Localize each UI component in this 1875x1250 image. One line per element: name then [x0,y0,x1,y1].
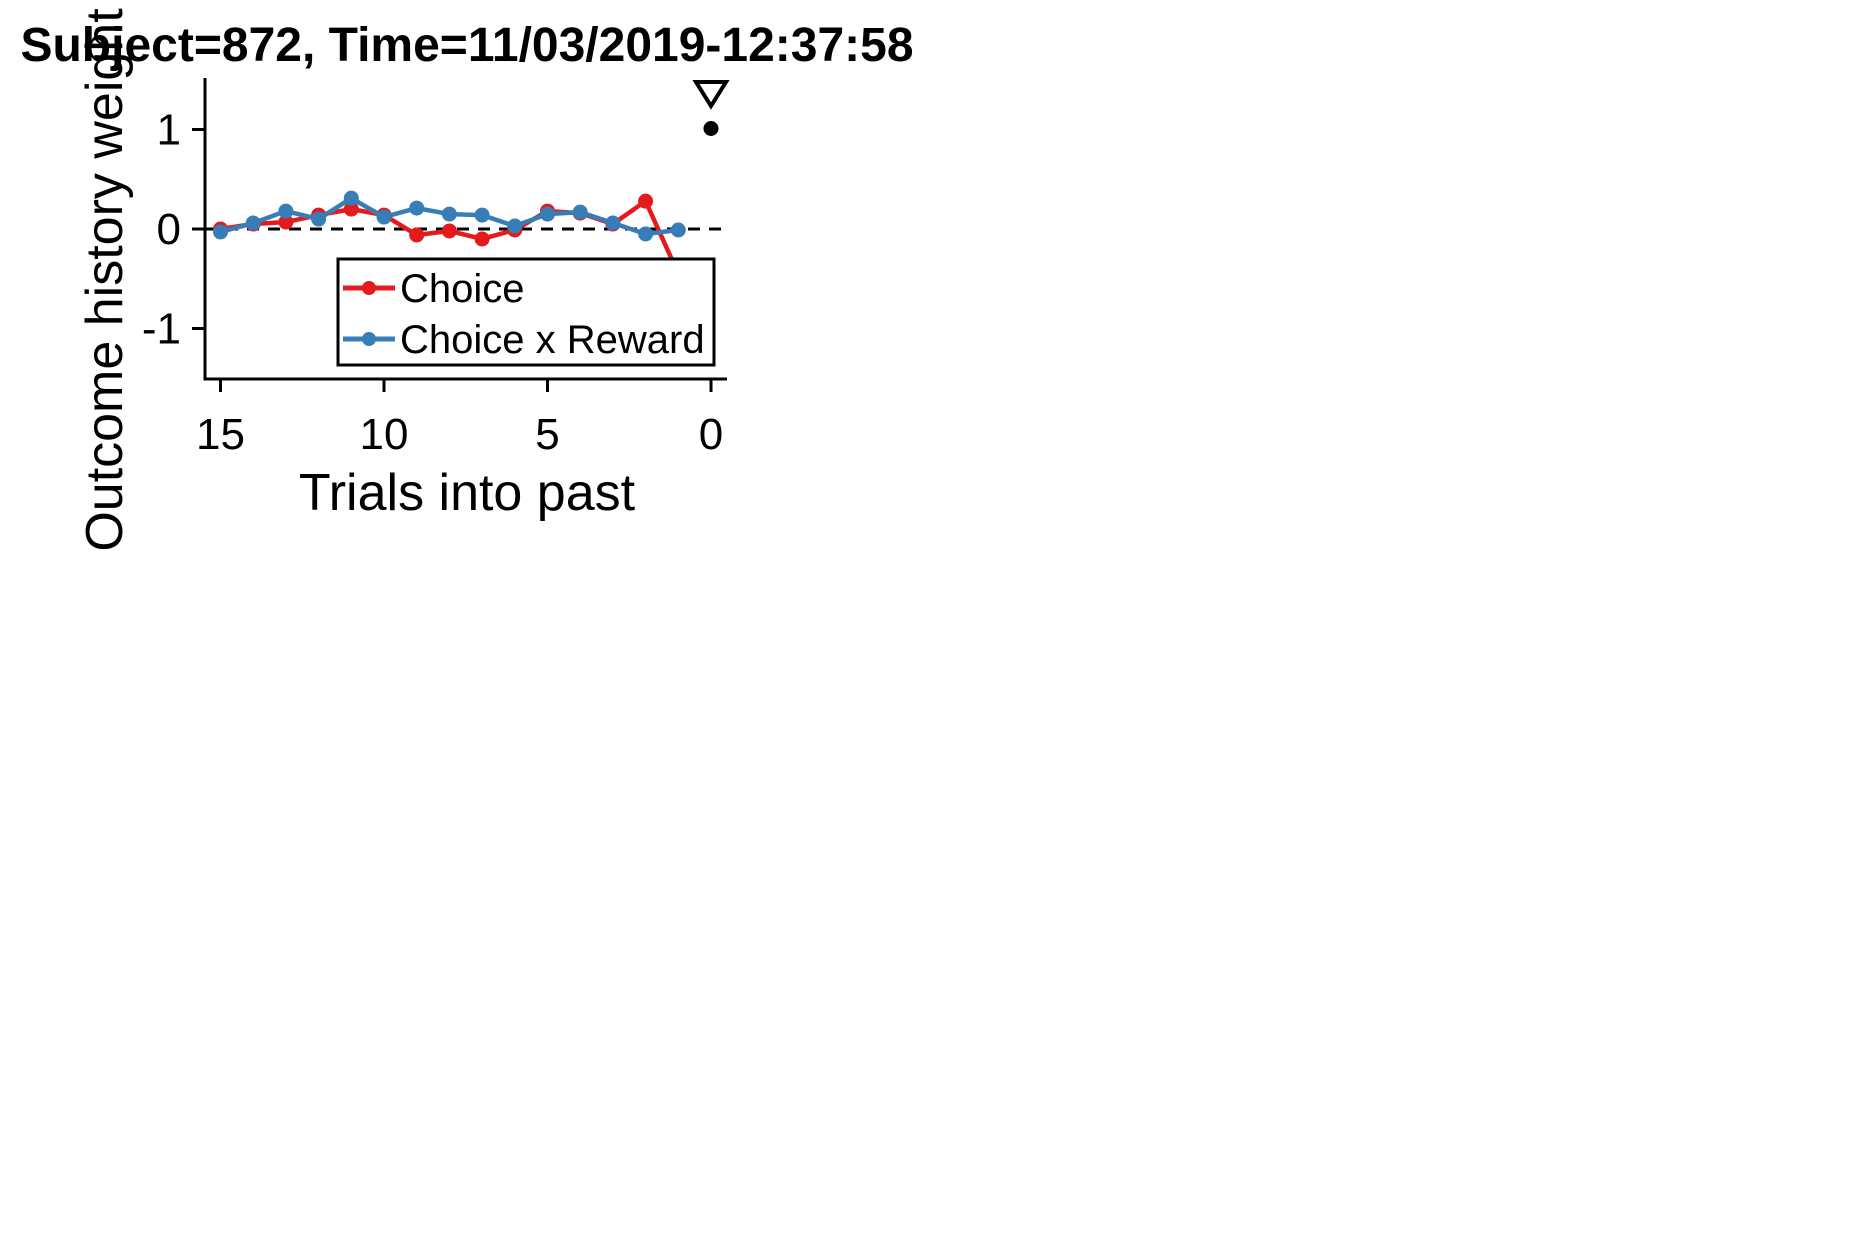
data-point-choice-x-reward [376,209,392,225]
chart-title: Subject=872, Time=11/03/2019-12:37:58 [20,19,913,72]
y-tick-label: 0 [157,205,181,254]
data-point-choice [441,223,457,239]
legend-box [336,257,716,367]
data-point-choice-x-reward [540,206,555,222]
x-tick-label: 5 [535,410,559,459]
data-point-choice [409,227,425,243]
y-axis-ticks: 1 0 -1 [142,106,205,354]
plot-area: 15 10 5 0 10-1 [142,78,730,459]
x-tick-label: 10 [360,410,409,459]
bias-point [703,121,719,137]
data-point-choice [278,214,294,230]
legend-choice-x-reward-marker [362,332,376,346]
x-tick-label: 15 [196,410,245,459]
data-point-choice-x-reward [311,211,327,227]
data-point-choice-x-reward [507,218,523,234]
x-tick-label: 0 [699,410,723,459]
data-point-choice-x-reward [572,204,588,220]
data-point-choice [343,201,359,217]
data-point-choice-x-reward [474,207,490,223]
data-point-choice-x-reward [343,190,359,206]
data-point-choice-x-reward [605,215,621,231]
x-axis-label: Trials into past [299,464,636,522]
data-point-choice-x-reward [638,226,654,242]
y-axis-label: Outcome history weight [76,8,134,552]
data-point-choice-x-reward [245,215,261,231]
data-point-choice-x-reward [213,224,228,240]
annotation-layer [692,80,730,137]
x-axis-ticks: 15 10 5 0 [196,379,723,459]
data-point-choice [474,231,490,247]
data-point-choice-x-reward [409,200,425,216]
legend-choice-x-reward-label: Choice x Reward [400,318,705,362]
data-point-choice-x-reward [441,206,457,222]
data-point-choice-x-reward [278,203,294,219]
y-tick-label: -1 [142,305,181,354]
triangle-down-marker [692,80,730,110]
legend-choice-marker [362,281,376,295]
legend: Choice Choice x Reward [336,257,716,367]
legend-choice-label: Choice [400,267,525,311]
y-tick-label: 1 [157,106,181,155]
series-layer [213,190,686,282]
data-point-choice [638,193,654,209]
data-point-choice-x-reward [670,222,686,238]
